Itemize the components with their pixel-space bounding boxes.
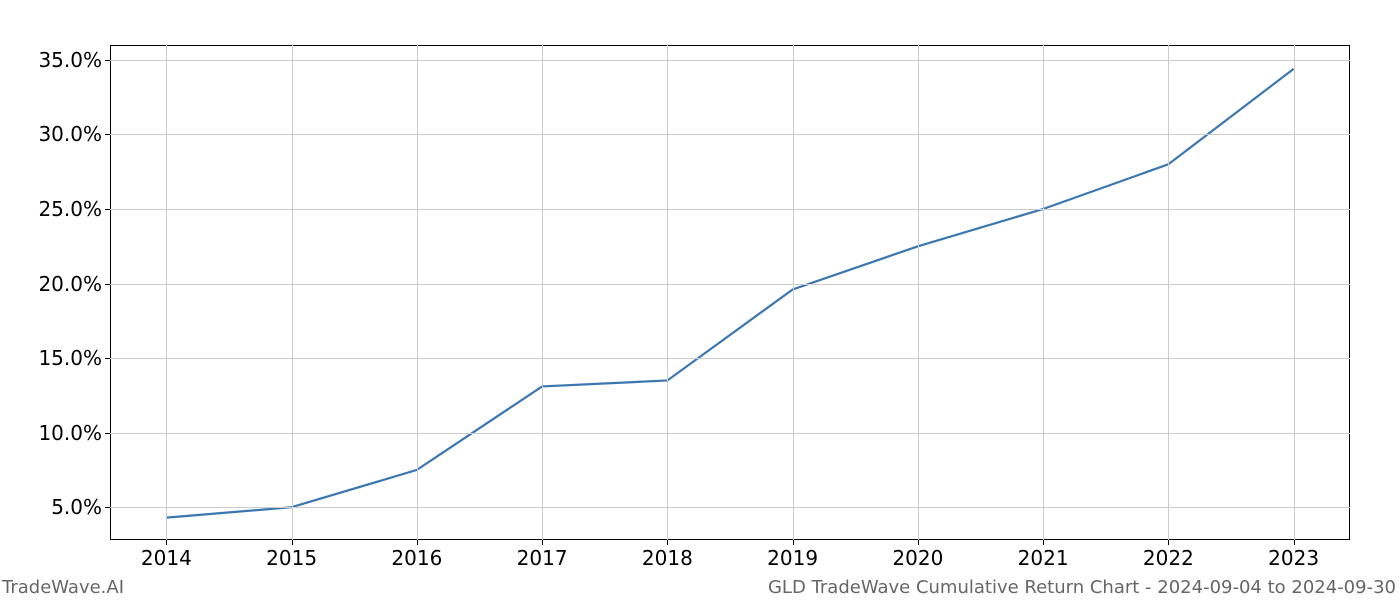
line-series-svg: [110, 45, 1350, 540]
x-axis-tick-mark: [667, 540, 668, 545]
gridline-horizontal: [110, 358, 1350, 359]
gridline-vertical: [417, 45, 418, 540]
gridline-vertical: [793, 45, 794, 540]
x-axis-tick-mark: [542, 540, 543, 545]
y-axis-tick-mark: [105, 358, 110, 359]
x-axis-tick-mark: [1294, 540, 1295, 545]
y-axis-tick-mark: [105, 433, 110, 434]
chart-plot-area: [110, 45, 1350, 540]
gridline-vertical: [1168, 45, 1169, 540]
x-axis-tick-mark: [793, 540, 794, 545]
x-axis-tick-mark: [1043, 540, 1044, 545]
x-axis-tick-label: 2023: [1268, 546, 1319, 570]
x-axis-tick-mark: [1168, 540, 1169, 545]
y-axis-tick-mark: [105, 507, 110, 508]
gridline-vertical: [918, 45, 919, 540]
y-axis-tick-mark: [105, 284, 110, 285]
y-axis-tick-label: 15.0%: [38, 346, 102, 370]
gridline-horizontal: [110, 60, 1350, 61]
x-axis-tick-mark: [292, 540, 293, 545]
watermark-brand: TradeWave.AI: [2, 577, 124, 598]
gridline-vertical: [667, 45, 668, 540]
x-axis-tick-label: 2014: [141, 546, 192, 570]
y-axis-tick-label: 30.0%: [38, 122, 102, 146]
gridline-horizontal: [110, 433, 1350, 434]
y-axis-tick-label: 5.0%: [51, 495, 102, 519]
y-axis-tick-label: 10.0%: [38, 421, 102, 445]
gridline-horizontal: [110, 507, 1350, 508]
gridline-vertical: [1043, 45, 1044, 540]
x-axis-tick-mark: [166, 540, 167, 545]
x-axis-tick-label: 2020: [892, 546, 943, 570]
gridline-vertical: [292, 45, 293, 540]
watermark-caption: GLD TradeWave Cumulative Return Chart - …: [768, 577, 1396, 598]
x-axis-tick-label: 2019: [767, 546, 818, 570]
gridline-horizontal: [110, 209, 1350, 210]
x-axis-tick-mark: [918, 540, 919, 545]
cumulative-return-line: [166, 69, 1293, 518]
gridline-horizontal: [110, 284, 1350, 285]
x-axis-tick-label: 2017: [517, 546, 568, 570]
y-axis-tick-mark: [105, 134, 110, 135]
y-axis-tick-label: 35.0%: [38, 48, 102, 72]
x-axis-tick-label: 2021: [1018, 546, 1069, 570]
gridline-horizontal: [110, 134, 1350, 135]
x-axis-tick-label: 2016: [391, 546, 442, 570]
x-axis-tick-label: 2015: [266, 546, 317, 570]
y-axis-tick-mark: [105, 60, 110, 61]
gridline-vertical: [542, 45, 543, 540]
x-axis-tick-label: 2018: [642, 546, 693, 570]
y-axis-tick-label: 20.0%: [38, 272, 102, 296]
y-axis-tick-mark: [105, 209, 110, 210]
gridline-vertical: [1294, 45, 1295, 540]
x-axis-tick-mark: [417, 540, 418, 545]
y-axis-tick-label: 25.0%: [38, 197, 102, 221]
x-axis-tick-label: 2022: [1143, 546, 1194, 570]
gridline-vertical: [166, 45, 167, 540]
